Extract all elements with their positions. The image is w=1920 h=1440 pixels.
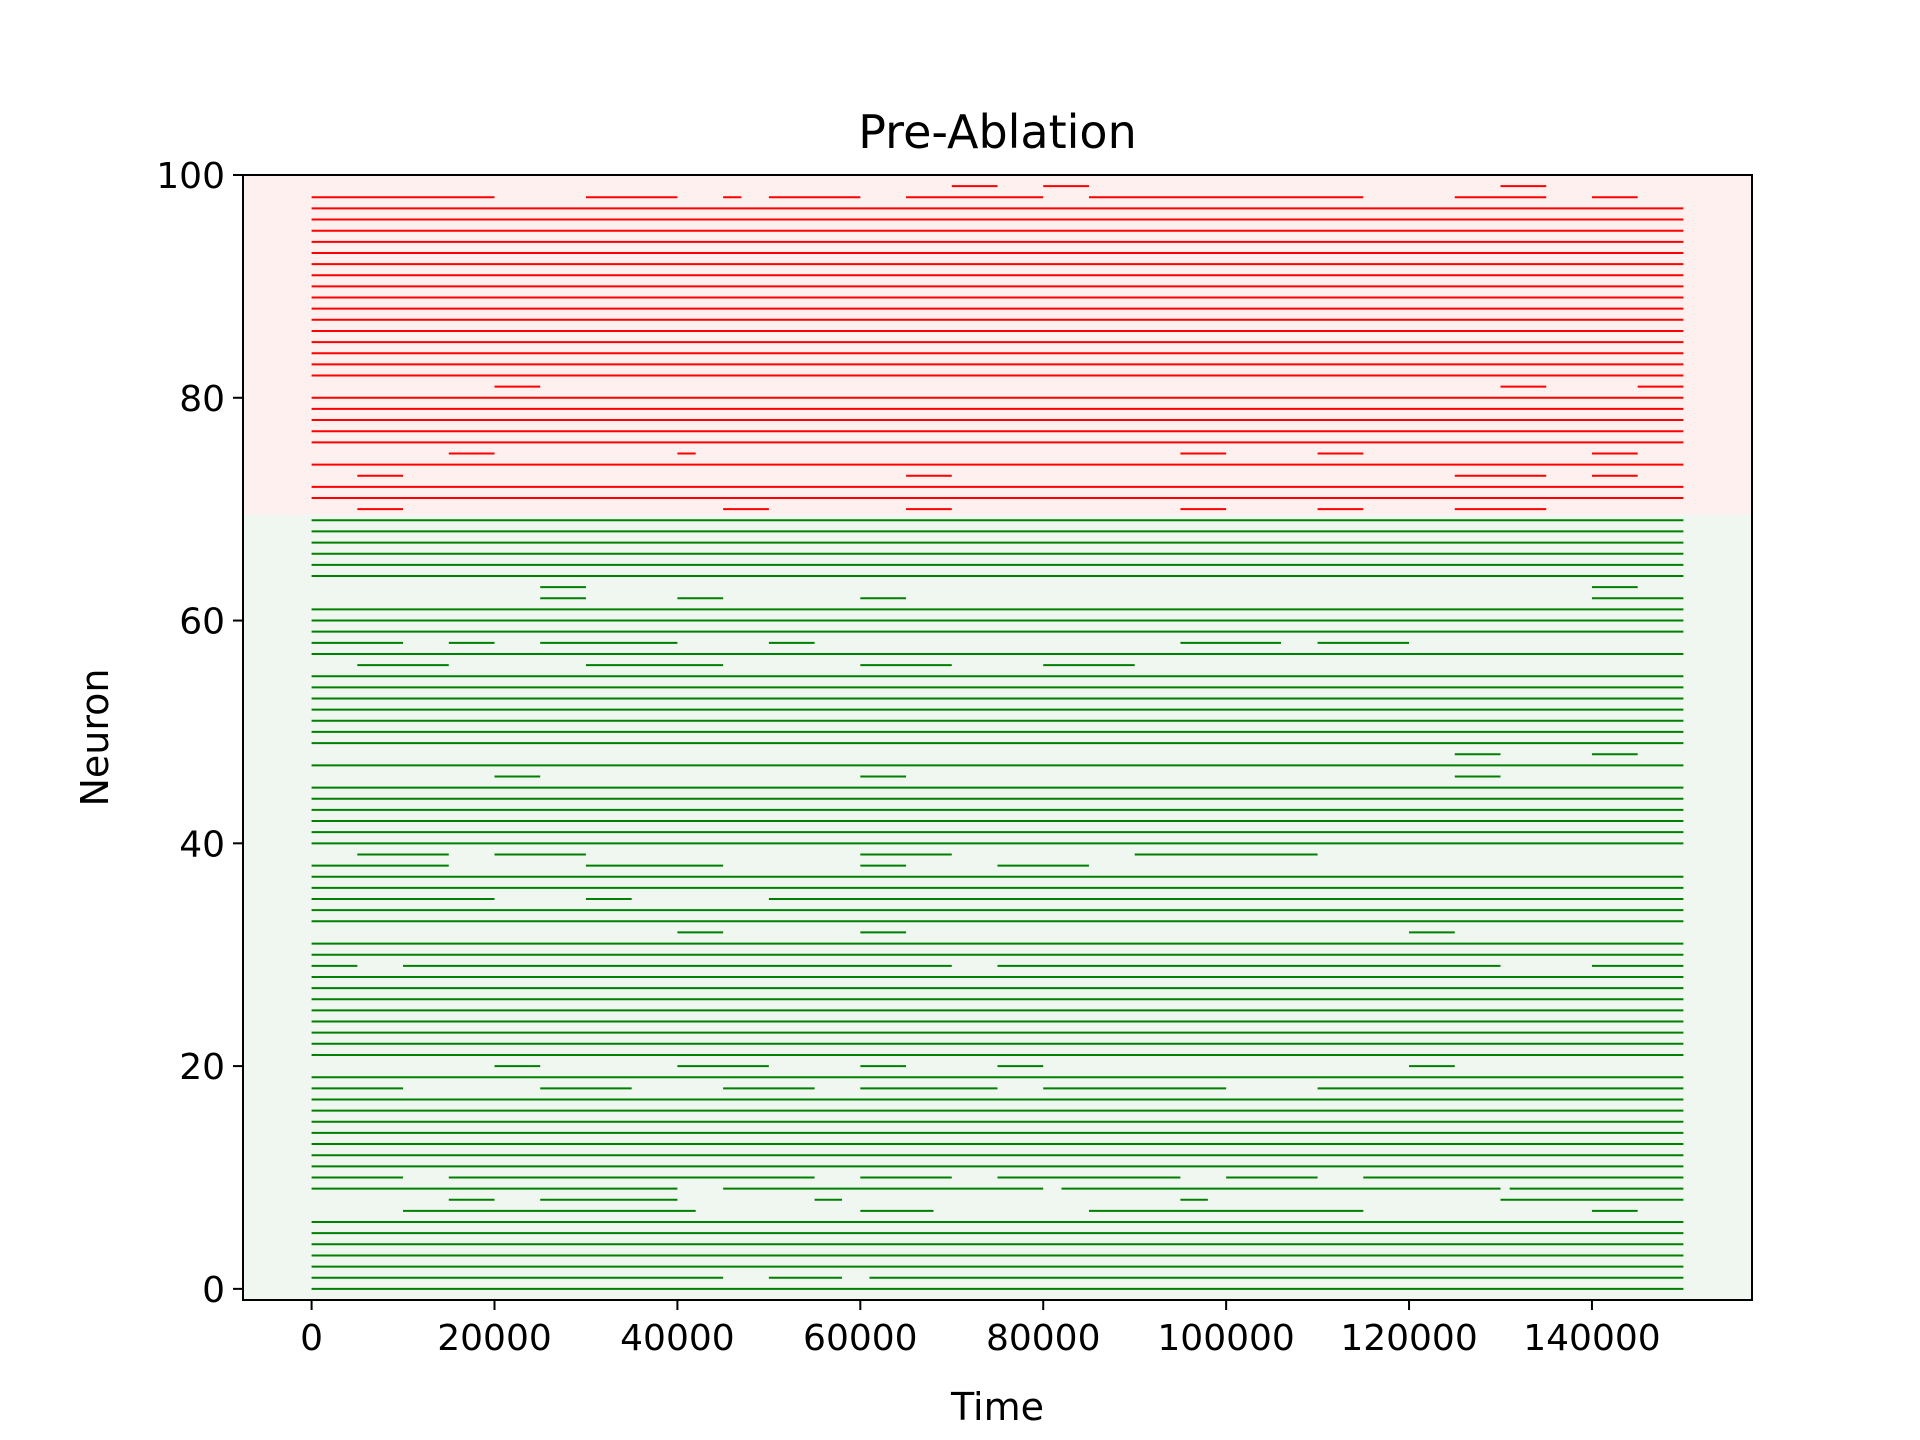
y-tick-label: 100 [156, 156, 225, 197]
chart-title: Pre-Ablation [858, 105, 1136, 159]
plot-backgrounds [243, 175, 1752, 1300]
x-axis-label: Time [950, 1385, 1044, 1429]
x-tick-label: 80000 [986, 1318, 1101, 1359]
axes-frame [242, 174, 1753, 1301]
x-tick-label: 60000 [803, 1318, 918, 1359]
x-tick-label: 40000 [620, 1318, 735, 1359]
group-background [243, 514, 1752, 1300]
y-axis-label: Neuron [73, 668, 117, 806]
x-tick-label: 100000 [1157, 1318, 1294, 1359]
y-tick-label: 40 [179, 824, 225, 865]
y-tick-label: 20 [179, 1047, 225, 1088]
y-ticks: 0 20 40 60 80 100 [156, 156, 243, 1311]
x-ticks: 0 20000 40000 60000 80000 100000 120000 140000 [300, 1300, 1661, 1359]
x-tick-label: 0 [300, 1318, 323, 1359]
y-tick-label: 0 [202, 1270, 225, 1311]
x-tick-label: 120000 [1340, 1318, 1477, 1359]
x-tick-label: 20000 [437, 1318, 552, 1359]
y-tick-label: 80 [179, 379, 225, 420]
y-tick-label: 60 [179, 602, 225, 643]
spike-trains [311, 185, 1684, 1290]
x-tick-label: 140000 [1523, 1318, 1660, 1359]
